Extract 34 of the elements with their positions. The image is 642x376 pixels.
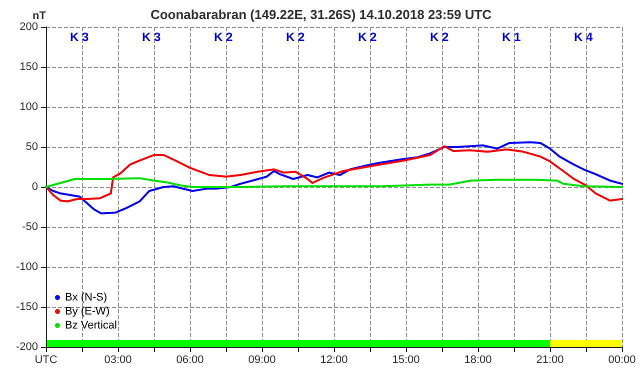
x-tick-label: 09:00	[248, 354, 276, 366]
annotation: K 2	[430, 30, 449, 44]
annotation: K 2	[214, 30, 233, 44]
x-tick-label: 12:00	[320, 354, 348, 366]
annotation: K 2	[358, 30, 377, 44]
line-series	[45, 177, 623, 188]
annotation: K 1	[502, 30, 521, 44]
line-series	[45, 145, 623, 202]
y-tick-label: 150	[20, 61, 38, 73]
annotation: K 2	[286, 30, 305, 44]
legend-label: Bz Vertical	[65, 320, 117, 332]
y-tick-label: 200	[20, 21, 38, 33]
x-tick-label: 15:00	[392, 354, 420, 366]
x-tick-label: 03:00	[104, 354, 132, 366]
y-tick-label: -150	[16, 301, 38, 313]
y-tick-label: -100	[16, 261, 38, 273]
legend-label: Bx (N-S)	[65, 292, 108, 304]
x-tick-label: 00:00	[608, 354, 636, 366]
y-tick-label: -50	[22, 221, 38, 233]
y-tick-label: -200	[16, 341, 38, 353]
x-tick-label: UTC	[34, 354, 58, 366]
y-tick-label: 100	[20, 101, 38, 113]
y-axis-title: nT	[32, 10, 46, 22]
legend-label: By (E-W)	[65, 306, 110, 318]
y-tick-label: 0	[32, 181, 38, 193]
annotation: K 3	[70, 30, 89, 44]
x-tick-label: 21:00	[536, 354, 564, 366]
y-tick-label: 50	[26, 141, 38, 153]
x-tick-label: 06:00	[176, 354, 204, 366]
x-tick-label: 18:00	[464, 354, 492, 366]
annotation: K 4	[574, 30, 593, 44]
annotation: K 3	[142, 30, 161, 44]
chart-title: Coonabarabran (149.22E, 31.26S) 14.10.2018 23:59 UTC	[150, 7, 492, 22]
line-series	[45, 141, 623, 214]
